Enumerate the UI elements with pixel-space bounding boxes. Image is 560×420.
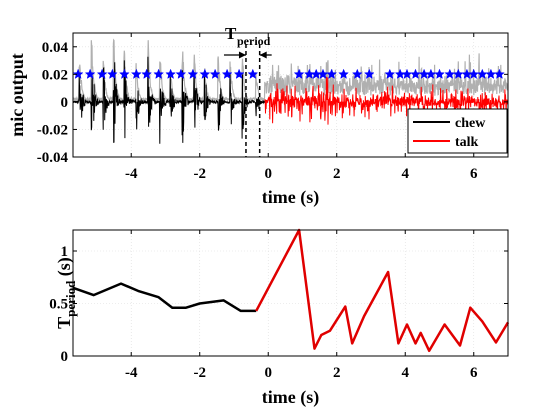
period-arrowhead: [259, 51, 267, 59]
peak-marker: [187, 68, 199, 79]
x-tick-label-2: 2: [333, 365, 341, 381]
y-tick-label-1: 0.04: [42, 40, 69, 56]
peak-marker: [338, 68, 349, 79]
y-axis-label-unit: (s): [54, 257, 75, 281]
peak-marker: [118, 68, 130, 79]
peak-marker: [494, 68, 505, 79]
peak-marker: [141, 68, 153, 79]
peak-marker: [293, 68, 305, 79]
peak-marker: [130, 68, 142, 79]
axes-box-1: [72, 32, 509, 158]
y-tick-label-1: -0.02: [37, 122, 68, 138]
axes-box-2: [72, 229, 509, 357]
y-axis-label-1: mic output: [7, 53, 27, 137]
peak-marker: [84, 68, 96, 79]
y-axis-label-subscript: period: [63, 280, 78, 317]
series-chew-period: [72, 282, 257, 313]
bottom-panel-t-period: -4 -2 0 2 4 6 0 0.5 1 time (s) Tperiod (s): [49, 228, 510, 408]
series-chew: [73, 56, 265, 144]
x-tick-label-1: -2: [193, 166, 206, 182]
peak-marker: [434, 68, 445, 79]
series-talk: [264, 76, 509, 125]
x-tick-label-1: 6: [470, 166, 478, 182]
y-tick-label-1: -0.04: [37, 150, 69, 166]
legend-label-chew: chew: [455, 116, 486, 131]
peak-marker: [247, 68, 259, 79]
y-tick-label-1: 0.02: [42, 67, 68, 83]
x-tick-label-2: 0: [264, 365, 272, 381]
period-arrowhead: [238, 51, 246, 59]
y-tick-label-2: 0.5: [49, 297, 68, 313]
y-tick-label-2: 1: [61, 244, 69, 260]
x-tick-label-2: 4: [401, 365, 409, 381]
peak-marker: [363, 68, 375, 79]
peak-marker: [199, 68, 211, 79]
peak-marker: [384, 68, 396, 79]
peak-marker: [233, 68, 245, 79]
series-envelope: [72, 38, 509, 103]
peak-marker: [96, 68, 108, 79]
period-annotation-subscript: period: [237, 34, 271, 48]
y-tick-label-1: 0: [61, 95, 69, 111]
x-tick-label-2: 6: [470, 365, 478, 381]
legend-box: [407, 108, 508, 154]
x-tick-label-2: -4: [125, 365, 138, 381]
legend: chew talk: [407, 108, 508, 154]
peak-marker: [153, 68, 165, 79]
peak-marker: [175, 68, 187, 79]
legend-label-talk: talk: [455, 135, 479, 150]
x-tick-label-1: 4: [401, 166, 409, 182]
series-talk-period: [255, 228, 510, 353]
x-axis-label-1: time (s): [262, 187, 319, 208]
y-tick-label-2: 0: [61, 349, 69, 365]
peak-marker: [351, 68, 363, 79]
y-axis-label-2: Tperiod (s): [54, 257, 78, 329]
peak-marker: [209, 68, 221, 79]
y-axis-label-main: T: [54, 317, 74, 329]
plot-area-2: [73, 230, 508, 356]
x-tick-label-2: -2: [193, 365, 206, 381]
peak-marker: [165, 68, 177, 79]
peak-marker: [72, 68, 84, 79]
peak-marker: [221, 68, 233, 79]
x-tick-label-1: 0: [264, 166, 272, 182]
x-tick-label-1: 2: [333, 166, 341, 182]
x-tick-label-1: -4: [125, 166, 138, 182]
x-axis-label-2: time (s): [262, 387, 319, 408]
peak-marker: [326, 68, 338, 79]
peak-marker: [106, 68, 118, 79]
